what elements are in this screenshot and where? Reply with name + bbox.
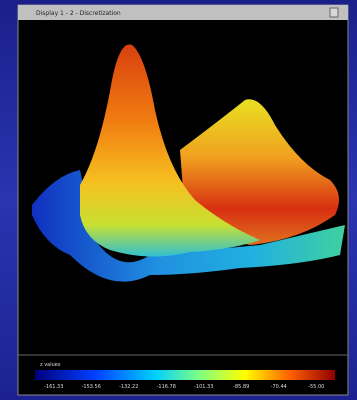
window-title: Display 1 - 2 - Discretization: [36, 10, 121, 17]
colorbar-tick-label: -70.44: [271, 384, 287, 390]
colorbar-label: z values: [40, 362, 61, 368]
colorbar-tick-label: -132.22: [119, 384, 138, 390]
window: Display 1 - 2 - Discretization z values …: [17, 4, 349, 396]
title-bar: [18, 5, 348, 20]
colorbar-tick-label: -161.33: [44, 384, 63, 390]
surface-plot: [32, 44, 345, 282]
colorbar: [35, 370, 335, 380]
colorbar-tick-label: -153.56: [82, 384, 101, 390]
surface-hump: [180, 99, 339, 246]
close-button[interactable]: [329, 7, 339, 18]
colorbar-ticks: -161.33 -153.56 -132.22 -116.78 -101.33 -85.8…: [44, 384, 324, 390]
surface-peak: [80, 44, 260, 257]
colorbar-tick-label: -116.78: [157, 384, 176, 390]
colorbar-tick-label: -101.33: [194, 384, 213, 390]
surface-base: [32, 170, 345, 282]
colorbar-tick-label: -85.89: [233, 384, 249, 390]
colorbar-tick-label: -55.00: [308, 384, 324, 390]
